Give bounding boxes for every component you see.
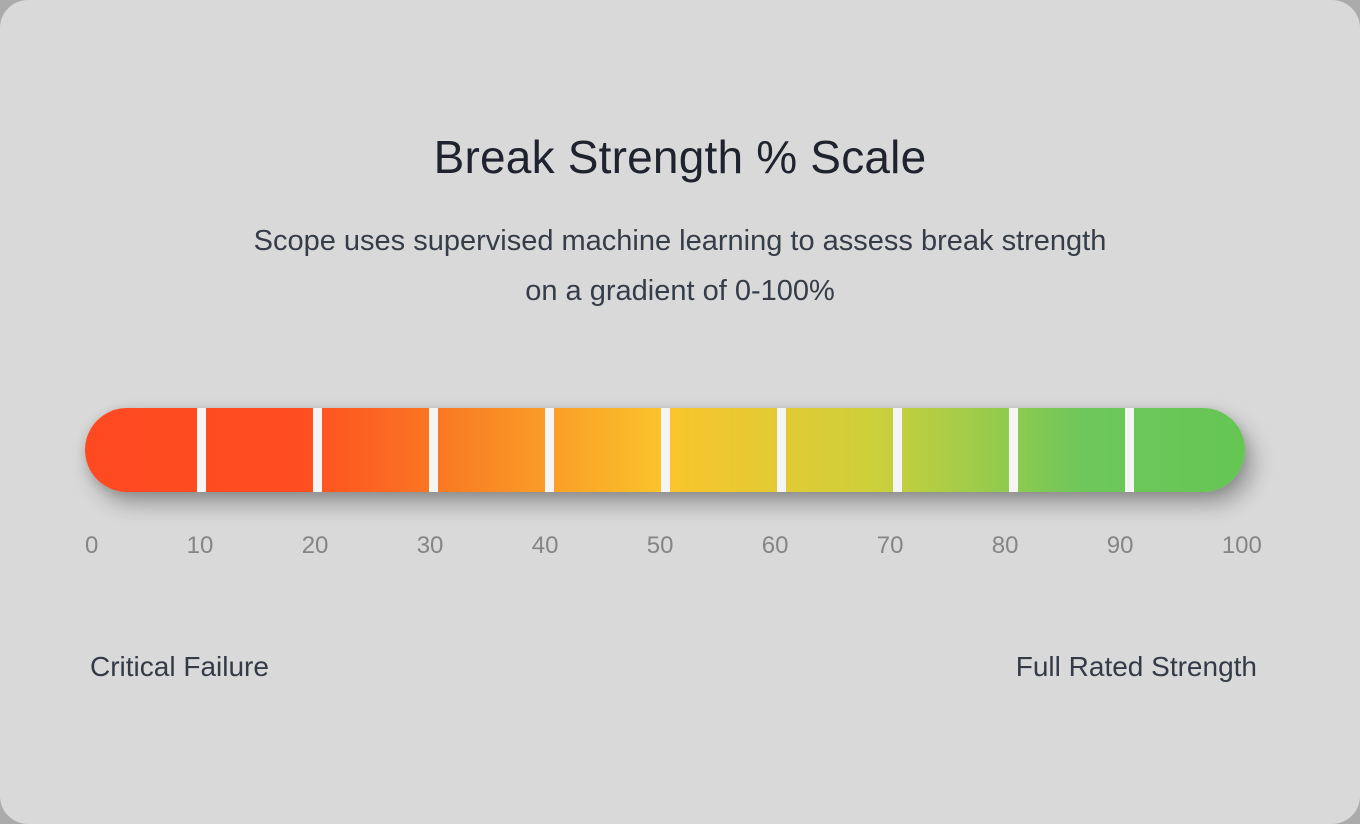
tick-label-20: 20: [301, 532, 329, 559]
tick-label-40: 40: [531, 532, 559, 559]
tick-label-60: 60: [761, 532, 789, 559]
tick-label-100: 100: [1221, 532, 1262, 559]
strength-gradient-bar: [85, 408, 1245, 492]
gradient-bar-container: [85, 408, 1245, 492]
segment-divider: [196, 408, 206, 492]
tick-label-80: 80: [991, 532, 1019, 559]
segment-divider: [776, 408, 786, 492]
page-subtitle: Scope uses supervised machine learning t…: [0, 216, 1360, 316]
page-title: Break Strength % Scale: [433, 131, 927, 183]
segment-divider: [544, 408, 554, 492]
full-rated-strength-label: Full Rated Strength: [1015, 651, 1257, 682]
subtitle-line-2: on a gradient of 0-100%: [525, 275, 835, 307]
scale-endpoint-labels: Critical Failure Full Rated Strength: [90, 650, 1257, 684]
segment-divider: [1008, 408, 1018, 492]
segment-divider: [312, 408, 322, 492]
subtitle-line-1: Scope uses supervised machine learning t…: [253, 225, 1107, 257]
segment-divider: [660, 408, 670, 492]
tick-label-70: 70: [876, 532, 904, 559]
segment-divider: [428, 408, 438, 492]
tick-label-row: 0 10 20 30 40 50 60 70 80 90 100: [85, 532, 1262, 560]
tick-label-30: 30: [416, 532, 444, 559]
tick-label-0: 0: [85, 532, 99, 559]
tick-label-50: 50: [646, 532, 674, 559]
critical-failure-label: Critical Failure: [90, 651, 269, 682]
segment-divider: [1124, 408, 1134, 492]
segment-divider: [892, 408, 902, 492]
tick-label-90: 90: [1106, 532, 1134, 559]
tick-label-10: 10: [186, 532, 214, 559]
